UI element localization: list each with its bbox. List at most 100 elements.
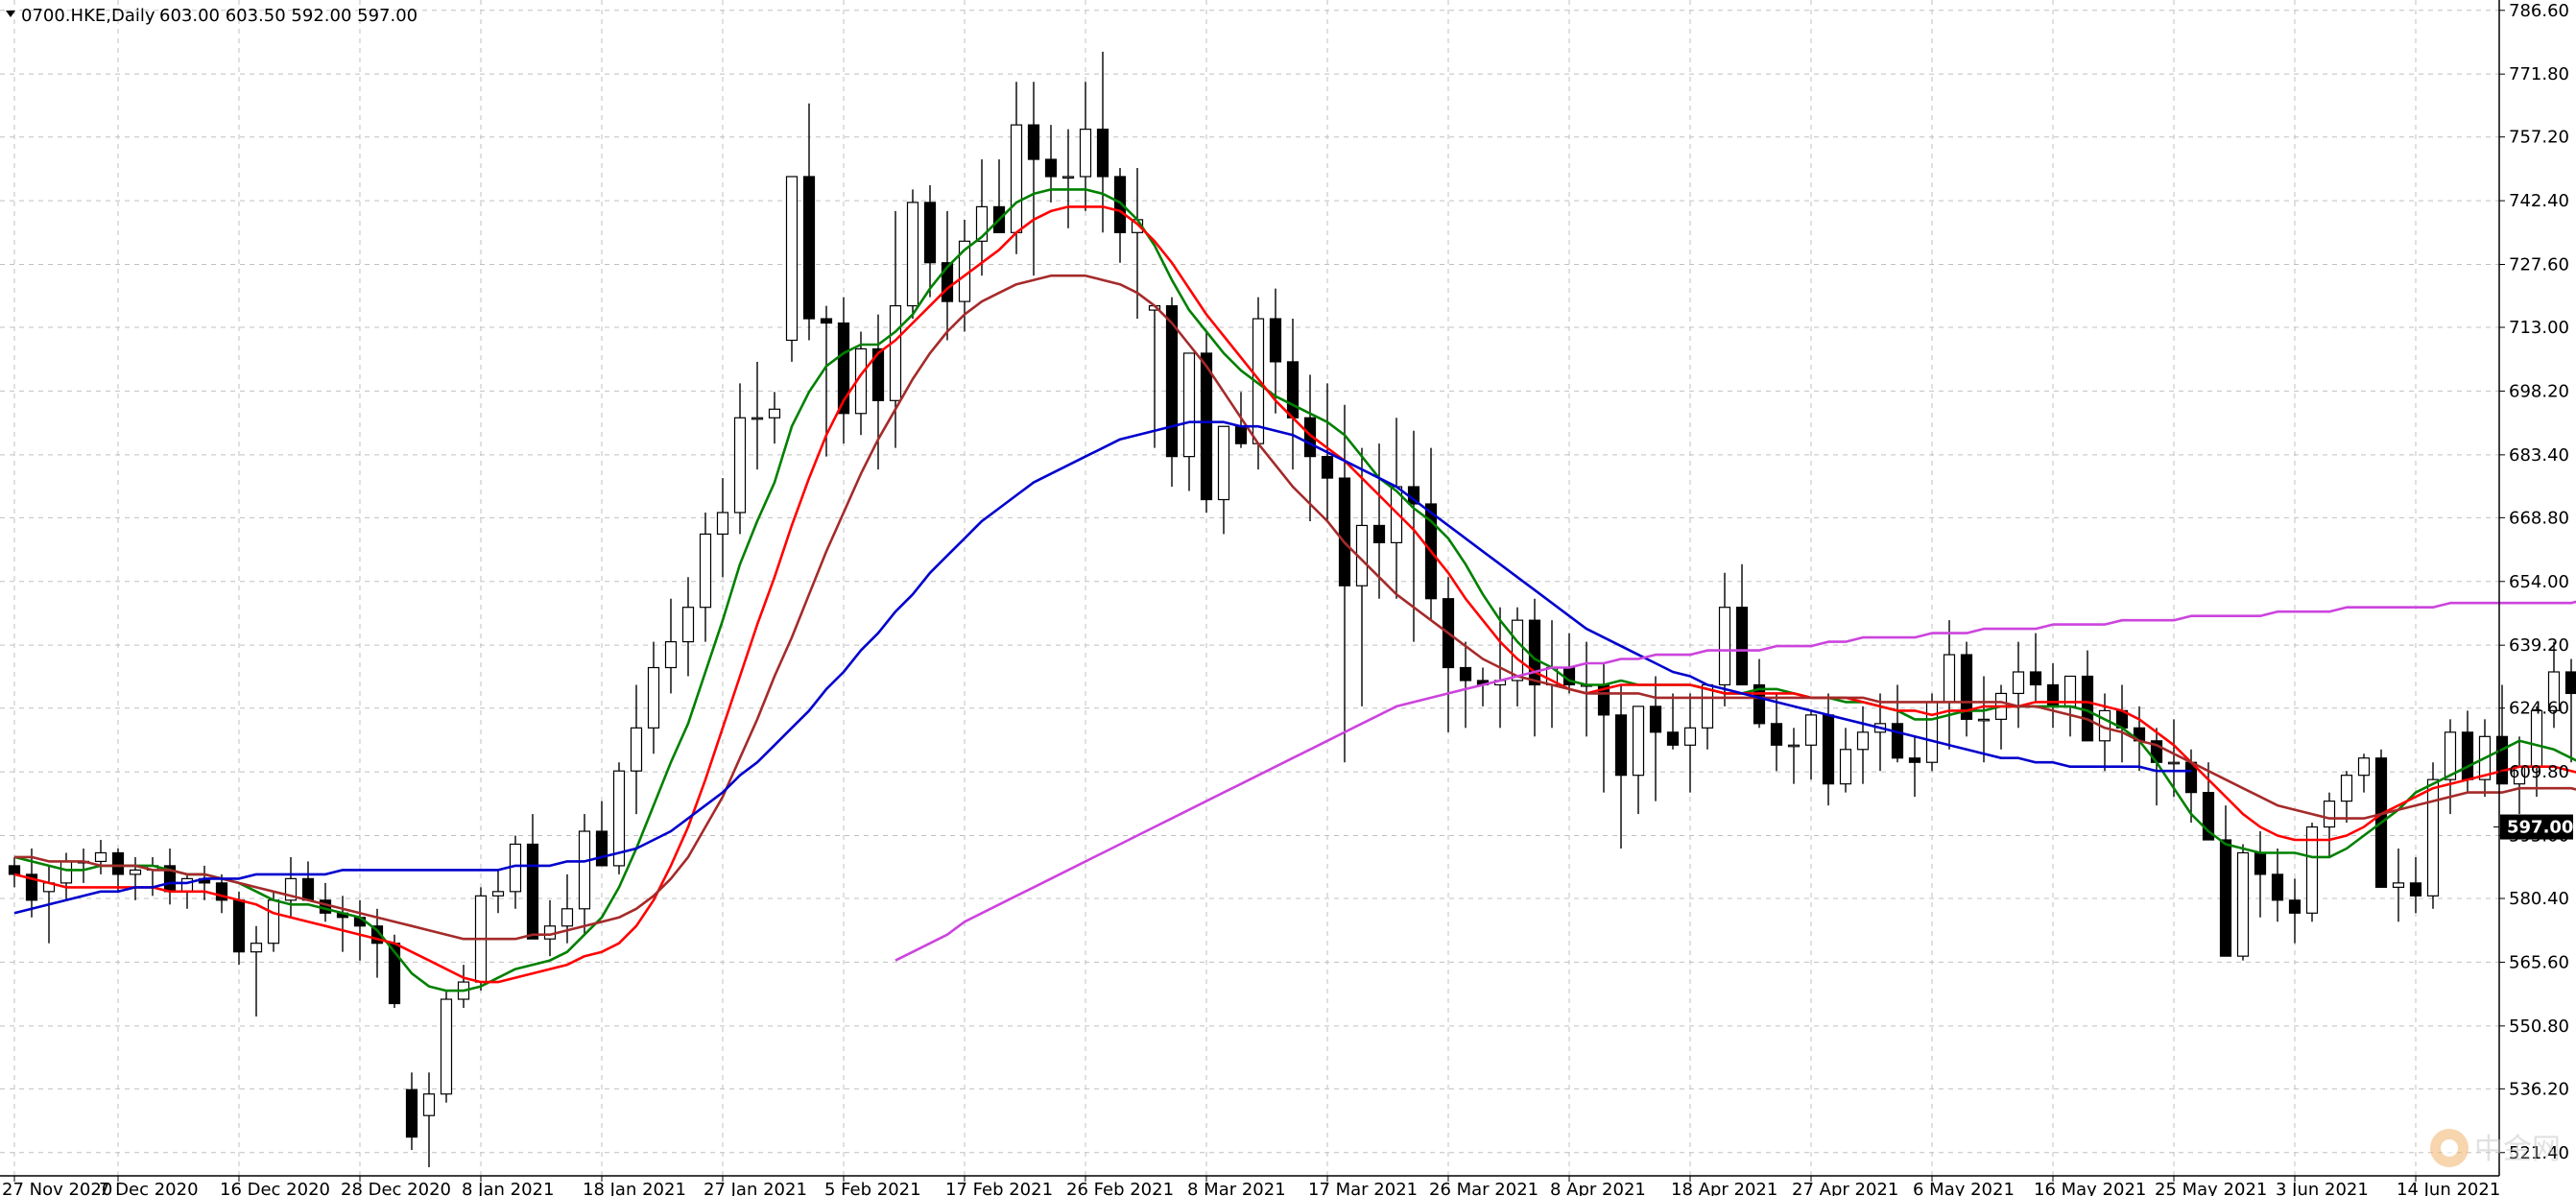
candle [906, 189, 919, 320]
candle-body [889, 304, 902, 401]
candle-body [8, 865, 21, 875]
candle-body [111, 851, 125, 875]
candle [440, 991, 453, 1103]
candle-body [2254, 851, 2267, 875]
candle-body [923, 202, 937, 264]
candle-body [716, 512, 729, 536]
candle-body [2461, 731, 2474, 780]
candle-body [1511, 619, 1524, 682]
candle-body [1217, 425, 1230, 501]
candle [1666, 693, 1680, 750]
candle-body [1822, 714, 1835, 785]
candle-body [2530, 709, 2543, 768]
y-tick-label: 624.60 [2509, 699, 2569, 719]
candle [871, 314, 885, 470]
y-tick-label: 580.40 [2509, 889, 2569, 909]
candle-body [1977, 718, 1991, 722]
candle [1839, 728, 1852, 793]
candle [2357, 753, 2371, 793]
candle-body [1338, 477, 1351, 586]
current-price-label: 597.00 [2507, 818, 2573, 838]
chevron-down-icon[interactable] [6, 11, 15, 17]
candle [2219, 805, 2232, 957]
candle-body [1960, 654, 1973, 720]
candle-body [526, 843, 539, 940]
candle-body [1372, 524, 1386, 543]
candle [2340, 771, 2353, 824]
candle-body [2340, 775, 2353, 802]
candle [699, 512, 712, 642]
candle [1683, 693, 1697, 793]
candle [630, 684, 643, 815]
candle-body [2323, 801, 2336, 828]
candle-body [975, 205, 989, 242]
y-tick-label: 742.40 [2509, 191, 2569, 211]
candle-body [768, 408, 781, 419]
candle-body [1614, 714, 1628, 777]
moving-averages [13, 188, 2576, 993]
candle [1027, 82, 1040, 276]
candle-body [25, 873, 38, 901]
x-tick-label: 16 Dec 2020 [220, 1180, 330, 1196]
candle [2305, 823, 2319, 922]
x-tick-label: 14 Jun 2021 [2397, 1180, 2500, 1196]
candle [405, 1072, 418, 1151]
candle [837, 297, 850, 444]
candle [1511, 607, 1524, 706]
candle-body [370, 925, 384, 945]
x-tick-label: 17 Mar 2021 [1308, 1180, 1418, 1196]
watermark: 中金网 [2430, 1129, 2561, 1167]
candle-body [405, 1088, 418, 1138]
candle [1061, 129, 1075, 228]
candle-body [1683, 727, 1697, 746]
candle [681, 577, 695, 677]
candle [785, 176, 799, 362]
candle [2495, 684, 2509, 785]
y-tick-label: 683.40 [2509, 445, 2569, 466]
candle [1269, 288, 1282, 414]
candle [751, 361, 764, 470]
candle-body [1632, 706, 1645, 777]
x-tick-label: 17 Feb 2021 [945, 1180, 1053, 1196]
candle [664, 598, 678, 694]
chart-header: 0700.HKE,Daily 603.00 603.50 592.00 597.… [6, 6, 417, 26]
candle [1372, 443, 1386, 599]
x-tick-label: 16 May 2021 [2034, 1180, 2146, 1196]
moving-average-line [13, 188, 2576, 993]
candle-body [1925, 701, 1939, 763]
candle-body [2357, 757, 2371, 777]
candle [1735, 563, 1749, 686]
x-tick-label: 3 Jun 2021 [2276, 1180, 2369, 1196]
candle-body [2547, 671, 2561, 711]
candle [820, 305, 833, 457]
candle-body [1096, 129, 1109, 178]
candle [768, 392, 781, 444]
candle [2444, 719, 2457, 815]
candle-body [612, 770, 626, 867]
candle-body [2426, 778, 2440, 897]
candle [1614, 684, 1628, 849]
y-tick-label: 771.80 [2509, 64, 2569, 84]
symbol-label: 0700.HKE,Daily [21, 6, 155, 26]
candle [647, 641, 660, 754]
candle [25, 848, 38, 918]
x-tick-label: 27 Jan 2021 [704, 1180, 807, 1196]
candle [215, 873, 228, 914]
candle-body [1061, 176, 1075, 179]
candle [1113, 168, 1127, 263]
moving-average-line [894, 600, 2576, 962]
candle [1338, 404, 1351, 763]
candle-body [2305, 825, 2319, 914]
candle [370, 908, 384, 978]
candle [2409, 856, 2422, 914]
moving-average-line [13, 420, 2191, 915]
watermark-label: 中金网 [2474, 1133, 2561, 1166]
candle-body [2392, 882, 2405, 888]
candle-body [60, 860, 73, 884]
candle-body [232, 899, 246, 953]
candle [1096, 51, 1109, 233]
candle-body [1787, 744, 1801, 748]
candle-body [681, 607, 695, 643]
